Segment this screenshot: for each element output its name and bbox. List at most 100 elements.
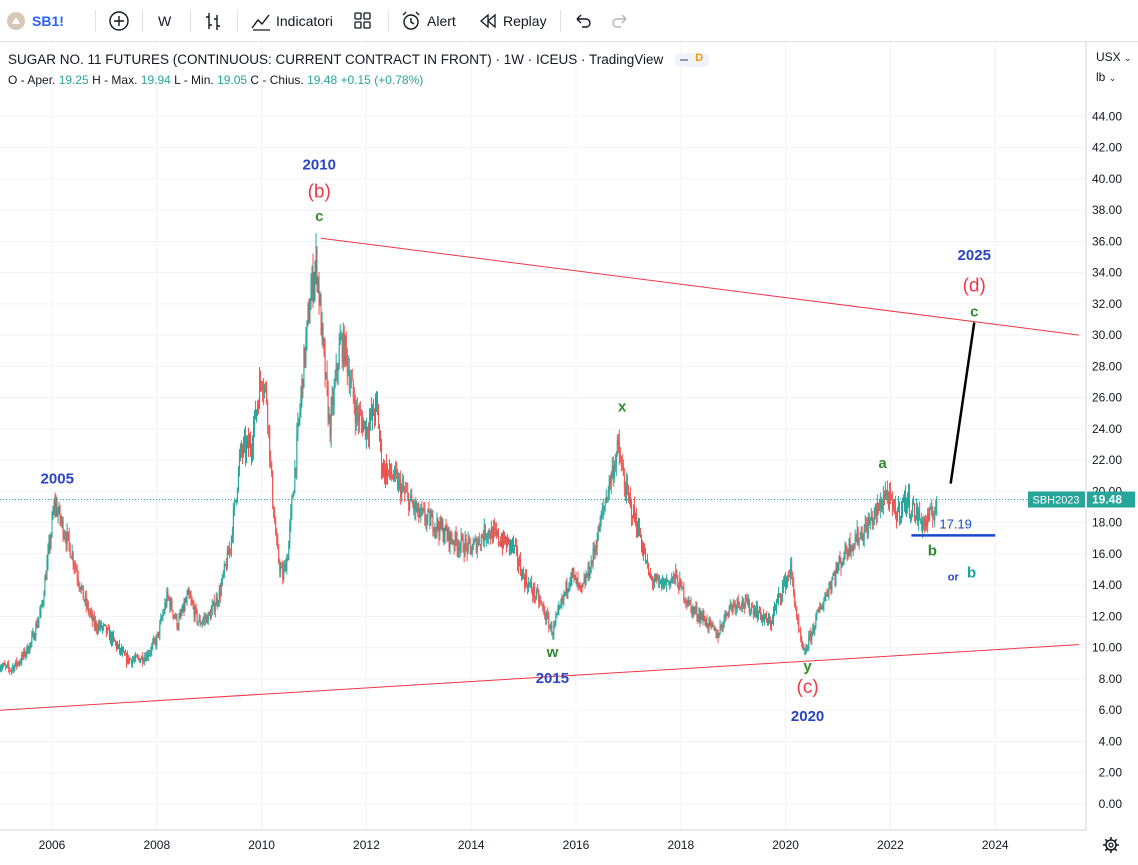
price-scale-unit[interactable]: USX ⌄ lb ⌄ bbox=[1096, 48, 1132, 88]
gear-icon[interactable] bbox=[1103, 837, 1119, 853]
candle-body bbox=[431, 514, 433, 518]
candle-body bbox=[650, 574, 652, 577]
candle-body bbox=[807, 647, 809, 649]
candle-body bbox=[837, 565, 839, 572]
candle-body bbox=[162, 614, 164, 619]
candle-body bbox=[76, 571, 78, 578]
candle-body bbox=[520, 559, 522, 573]
interval-button[interactable]: W bbox=[158, 13, 172, 29]
candle-body bbox=[356, 406, 358, 415]
candle-body bbox=[58, 506, 60, 513]
candle-body bbox=[42, 601, 44, 605]
undo-icon bbox=[576, 14, 591, 28]
candle-body bbox=[85, 596, 87, 606]
candle-body bbox=[233, 501, 235, 510]
axes: 0.00 2.00 4.00 6.00 8.00 10.00 12.00 14.00 16.00… bbox=[0, 42, 1138, 865]
bar-style-button[interactable] bbox=[202, 8, 224, 34]
candle-body bbox=[394, 467, 396, 479]
candle-body bbox=[252, 447, 254, 454]
candle-body bbox=[487, 530, 489, 537]
candle-body bbox=[675, 570, 677, 579]
undo-button[interactable] bbox=[573, 8, 593, 34]
candle-body bbox=[433, 530, 435, 533]
candle-body bbox=[74, 566, 76, 567]
candle-body bbox=[626, 482, 628, 490]
candle-body bbox=[151, 645, 153, 652]
candle-body bbox=[297, 422, 299, 434]
candle-body bbox=[55, 503, 57, 508]
candle-body bbox=[423, 509, 425, 511]
candle-body bbox=[164, 603, 166, 613]
candle-body bbox=[346, 351, 348, 373]
price-chart[interactable]: 17.19 2005 2010 (b) c x w 2015 y (c) 2020 a bor b 202… bbox=[0, 42, 1138, 865]
candle-body bbox=[541, 602, 543, 605]
candle-body bbox=[503, 532, 505, 543]
candle-body bbox=[662, 578, 664, 588]
candle-body bbox=[744, 597, 746, 608]
candle-body bbox=[221, 575, 223, 584]
candle-body bbox=[455, 531, 457, 541]
symbol-search-button[interactable]: SB1! bbox=[6, 8, 64, 34]
toolbar-divider bbox=[95, 10, 96, 32]
candle-body bbox=[924, 519, 926, 527]
candle-body bbox=[230, 536, 232, 550]
candle-body bbox=[117, 645, 118, 649]
candle-body bbox=[469, 539, 471, 547]
redo-button[interactable] bbox=[610, 8, 630, 34]
candle-body bbox=[681, 581, 683, 589]
candle-body bbox=[212, 601, 214, 606]
candle-body bbox=[746, 599, 748, 605]
candle-body bbox=[759, 607, 761, 615]
candle-body bbox=[288, 541, 290, 560]
candle-body bbox=[673, 573, 675, 577]
candle-body bbox=[165, 603, 167, 606]
candle-body bbox=[316, 251, 318, 283]
candle-body bbox=[566, 582, 568, 593]
candle-body bbox=[847, 553, 849, 555]
candle-body bbox=[142, 656, 144, 663]
candle-body bbox=[10, 670, 12, 672]
candle-body bbox=[615, 453, 617, 467]
candle-body bbox=[229, 548, 231, 550]
candle-body bbox=[239, 445, 241, 458]
indicators-label: Indicatori bbox=[276, 13, 333, 29]
candle-body bbox=[168, 596, 170, 600]
candle-body bbox=[491, 527, 493, 542]
candle-body bbox=[53, 502, 55, 514]
candle-body bbox=[906, 498, 908, 510]
candle-body bbox=[726, 613, 728, 616]
candle-body bbox=[587, 565, 589, 577]
candle-body bbox=[170, 600, 172, 609]
candle-body bbox=[161, 618, 163, 619]
alert-button[interactable]: Alert bbox=[400, 8, 456, 34]
candle-body bbox=[292, 496, 294, 499]
replay-button[interactable]: Replay bbox=[478, 8, 547, 34]
candle-body bbox=[206, 616, 208, 624]
candle-body bbox=[98, 624, 100, 628]
candle-body bbox=[618, 441, 620, 455]
candle-body bbox=[448, 528, 450, 547]
candle-body bbox=[409, 499, 411, 511]
candle-body bbox=[185, 601, 187, 603]
candle-body bbox=[878, 508, 880, 512]
candle-body bbox=[693, 607, 695, 612]
indicators-button[interactable]: Indicatori bbox=[250, 8, 333, 34]
candle-body bbox=[622, 467, 624, 476]
compare-add-button[interactable] bbox=[108, 8, 130, 34]
candle-body bbox=[458, 546, 460, 551]
candle-body bbox=[593, 548, 595, 552]
y-tick-label: 28.00 bbox=[1092, 359, 1122, 373]
candle-body bbox=[887, 496, 889, 507]
candle-body bbox=[525, 575, 527, 587]
wave-label: (c) bbox=[797, 677, 819, 698]
templates-button[interactable] bbox=[353, 8, 373, 34]
candle-body bbox=[633, 505, 635, 520]
candle-body bbox=[743, 605, 745, 608]
candle-body bbox=[764, 614, 766, 618]
candle-body bbox=[350, 379, 352, 384]
candle-body bbox=[413, 504, 415, 511]
candle-body bbox=[160, 618, 162, 624]
candle-body bbox=[294, 467, 296, 492]
candle-body bbox=[676, 570, 678, 578]
candle-body bbox=[915, 517, 917, 520]
